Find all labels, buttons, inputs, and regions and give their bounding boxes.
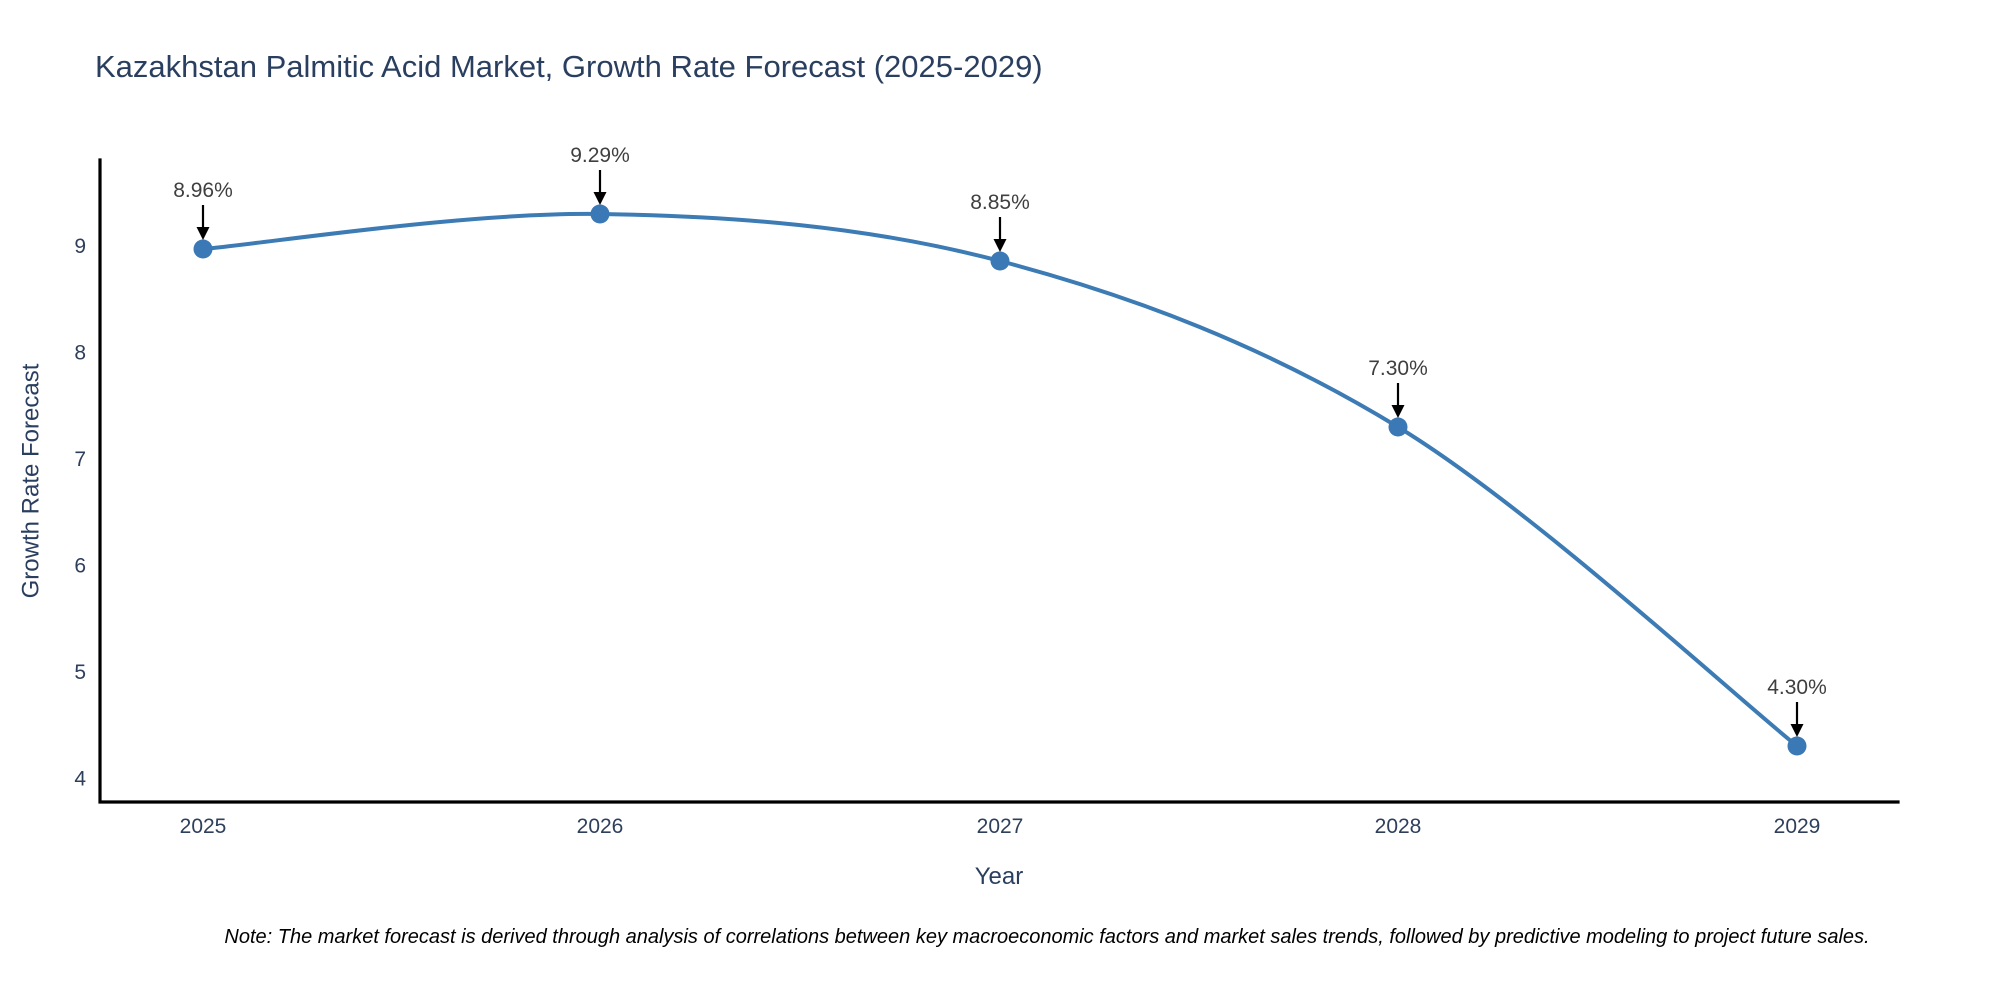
point-labels: 8.96% 9.29% 8.85% 7.30% 4.30% [173, 144, 1827, 699]
y-tick-5: 5 [74, 661, 86, 684]
arrow-2028 [1391, 383, 1405, 418]
y-axis-ticks: 9 8 7 6 5 4 [74, 235, 86, 790]
y-tick-6: 6 [74, 554, 86, 577]
y-tick-4: 4 [74, 767, 86, 790]
series-line-growth-rate [202, 211, 1799, 748]
footnote: Note: The market forecast is derived thr… [224, 926, 1869, 948]
arrow-2029 [1790, 702, 1804, 737]
data-point-2029[interactable] [1787, 736, 1807, 756]
data-point-2028[interactable] [1388, 417, 1408, 437]
y-tick-7: 7 [74, 448, 86, 471]
x-tick-2025: 2025 [180, 815, 227, 838]
x-axis-title: Year [975, 863, 1024, 890]
arrow-2027 [993, 217, 1007, 252]
data-point-2027[interactable] [990, 251, 1010, 271]
arrow-2026 [593, 170, 607, 205]
x-tick-2026: 2026 [577, 815, 624, 838]
series-markers [193, 204, 1807, 756]
x-tick-2028: 2028 [1375, 815, 1422, 838]
point-label-2028: 7.30% [1368, 357, 1428, 380]
x-tick-2029: 2029 [1774, 815, 1821, 838]
data-point-2025[interactable] [193, 239, 213, 259]
x-tick-2027: 2027 [977, 815, 1024, 838]
arrow-2025 [196, 205, 210, 240]
y-tick-8: 8 [74, 341, 86, 364]
y-tick-9: 9 [74, 235, 86, 258]
axis-spines [98, 158, 1900, 804]
point-label-2029: 4.30% [1767, 676, 1827, 699]
point-label-2027: 8.85% [970, 191, 1030, 214]
point-label-2026: 9.29% [570, 144, 630, 167]
point-label-2025: 8.96% [173, 179, 233, 202]
y-axis-title: Growth Rate Forecast [17, 363, 44, 598]
data-point-2026[interactable] [590, 204, 610, 224]
x-axis-ticks: 2025 2026 2027 2028 2029 [180, 815, 1821, 838]
chart-title: Kazakhstan Palmitic Acid Market, Growth … [95, 49, 1043, 84]
annotation-arrows [196, 170, 1804, 737]
